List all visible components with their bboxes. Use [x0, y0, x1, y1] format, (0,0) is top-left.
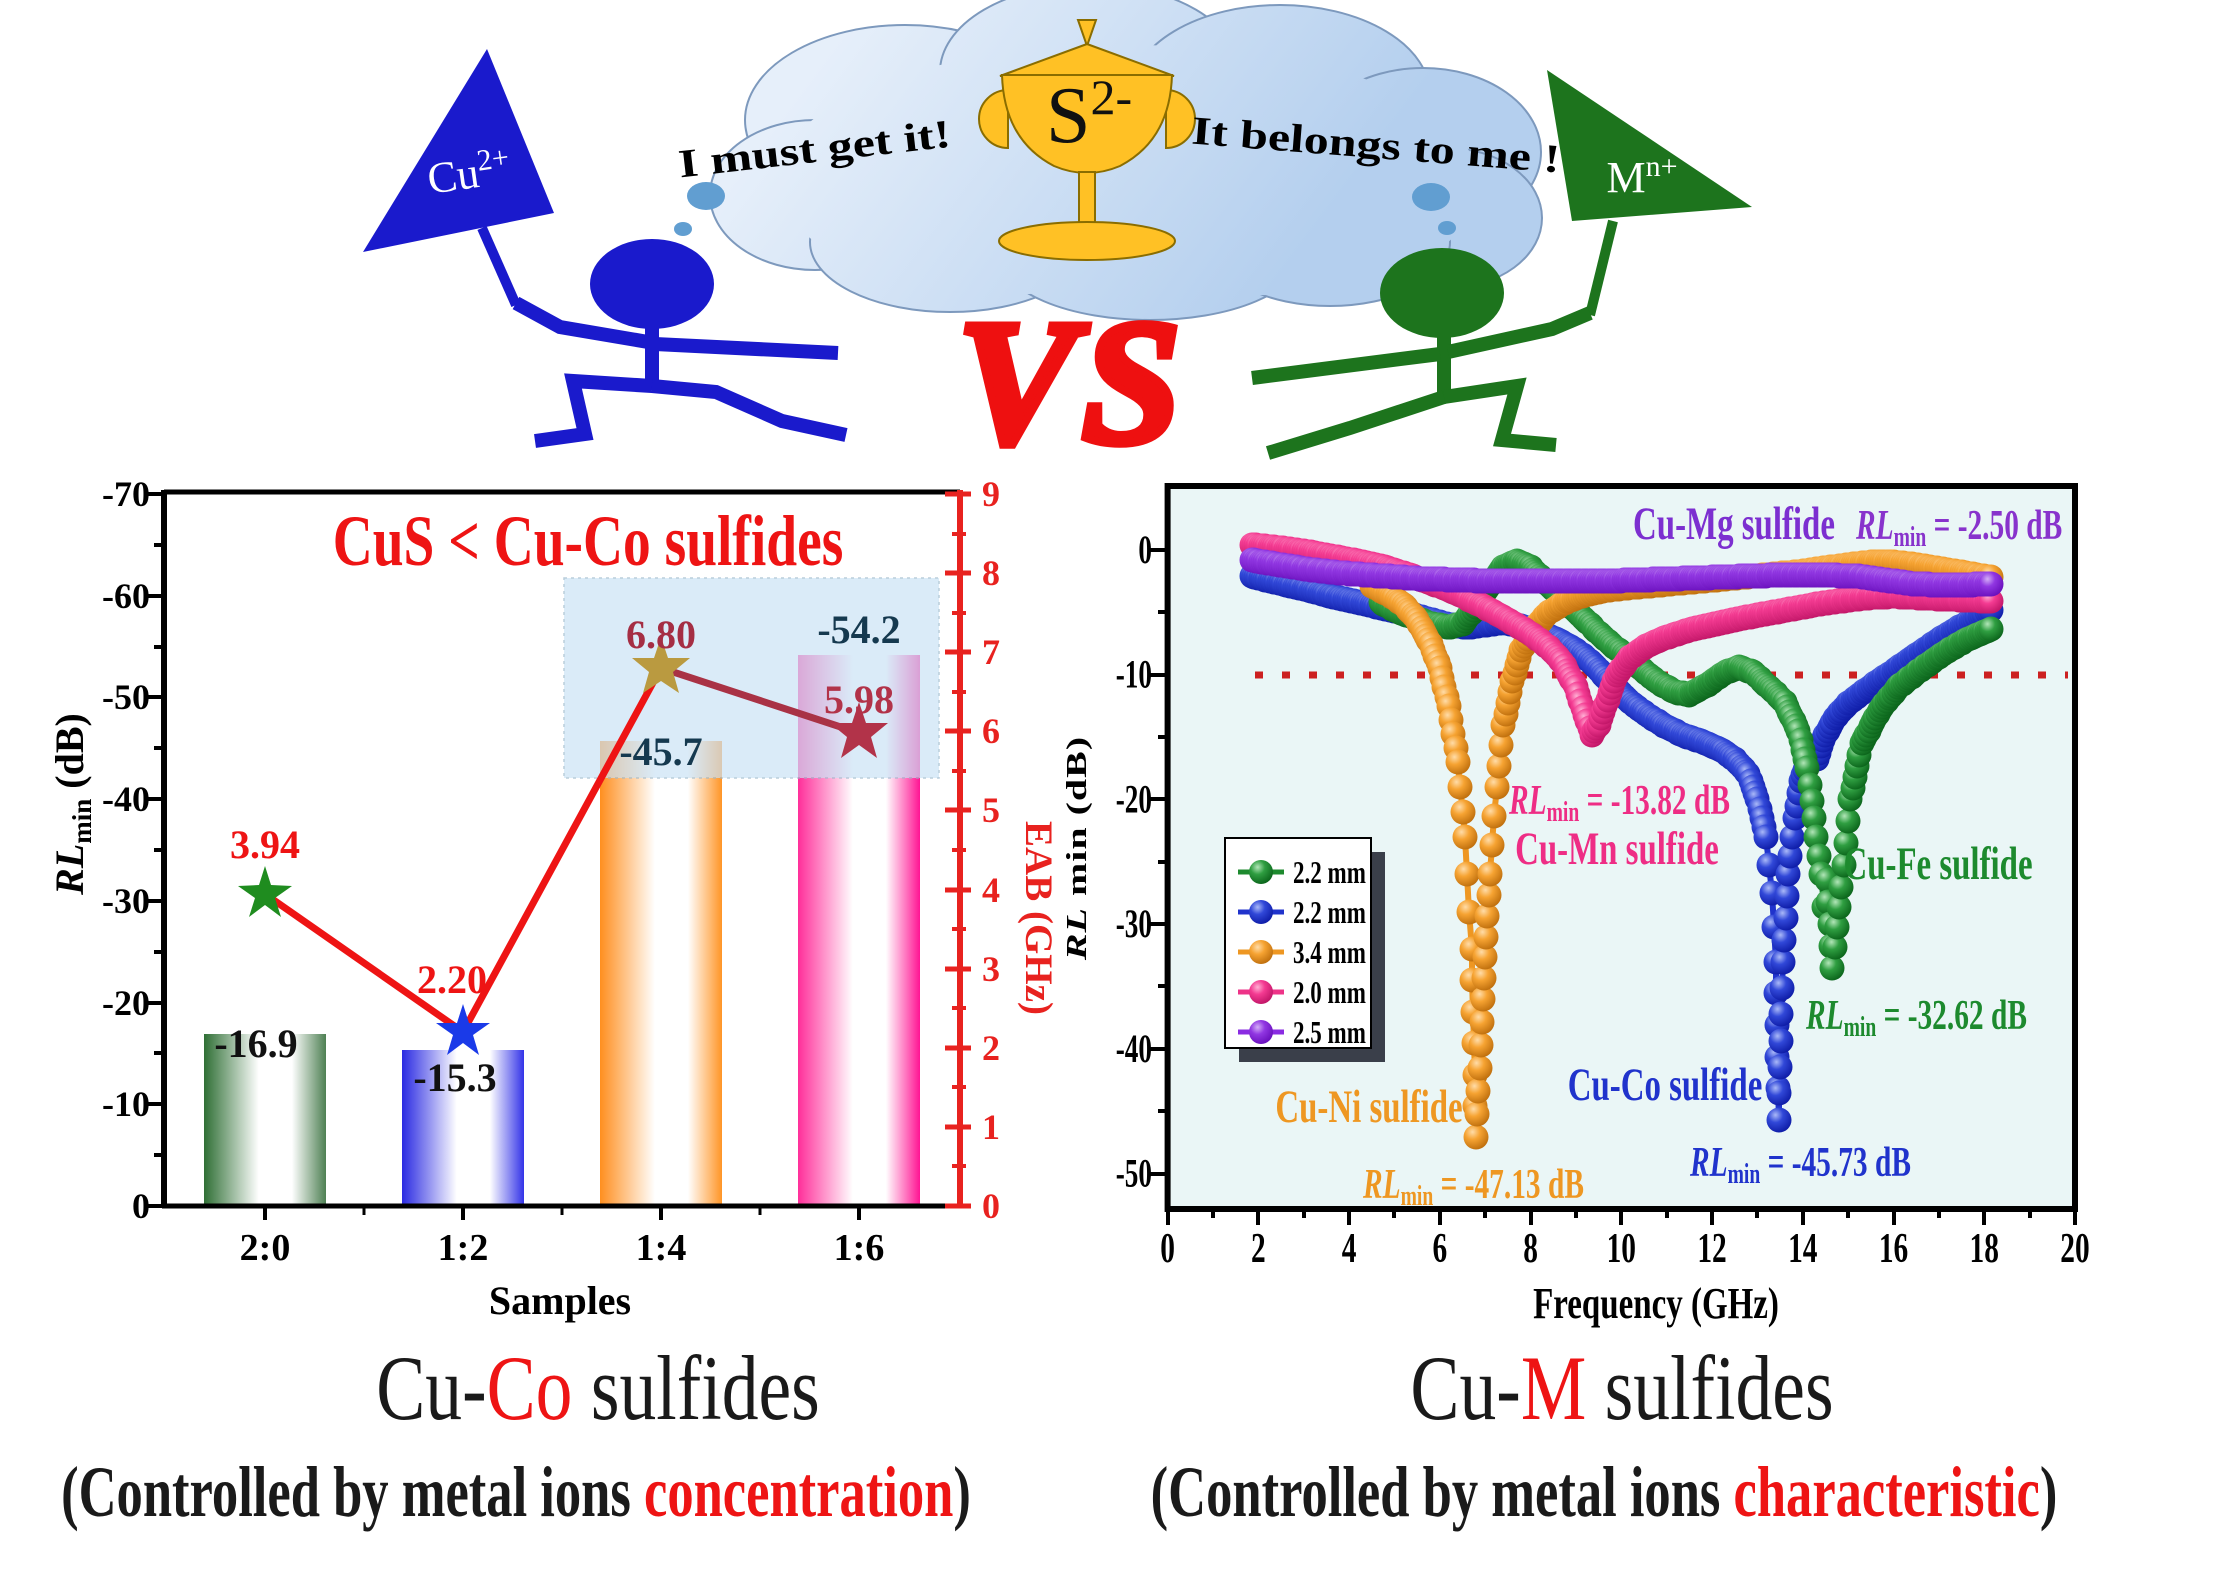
svg-text:1:2: 1:2	[438, 1227, 489, 1269]
svg-text:4: 4	[1342, 1225, 1357, 1271]
svg-text:1: 1	[982, 1107, 1000, 1147]
svg-text:RLmin = -32.62 dB: RLmin = -32.62 dB	[1805, 992, 2027, 1043]
svg-text:Frequency (GHz): Frequency (GHz)	[1533, 1280, 1779, 1329]
svg-text:Cu-Co sulfide: Cu-Co sulfide	[1568, 1058, 1763, 1110]
svg-text:RLmin = -47.13 dB: RLmin = -47.13 dB	[1362, 1161, 1584, 1212]
svg-text:RLmin (dB): RLmin (dB)	[47, 713, 97, 896]
svg-text:6: 6	[982, 711, 1000, 751]
svg-text:18: 18	[1970, 1225, 1999, 1271]
svg-text:6: 6	[1432, 1225, 1447, 1271]
svg-text:(Controlled by metal ions char: (Controlled by metal ions characteristic…	[1151, 1452, 2058, 1532]
svg-text:-10: -10	[102, 1084, 150, 1124]
svg-text:3: 3	[982, 949, 1000, 989]
svg-text:VS: VS	[957, 283, 1187, 481]
svg-text:2:0: 2:0	[240, 1227, 291, 1269]
svg-text:-70: -70	[102, 474, 150, 514]
svg-text:-30: -30	[1116, 903, 1152, 946]
svg-text:2.20: 2.20	[417, 957, 487, 1002]
svg-text:-10: -10	[1116, 654, 1152, 697]
svg-text:-50: -50	[102, 677, 150, 717]
svg-text:Samples: Samples	[489, 1278, 631, 1323]
svg-text:16: 16	[1879, 1225, 1908, 1271]
svg-text:0: 0	[1138, 529, 1152, 572]
svg-text:EAB (GHz): EAB (GHz)	[1017, 821, 1060, 1015]
svg-text:20: 20	[2060, 1225, 2089, 1271]
svg-text:10: 10	[1607, 1225, 1636, 1271]
svg-text:3.94: 3.94	[230, 822, 300, 867]
svg-text:Cu-Mg sulfide: Cu-Mg sulfide	[1633, 497, 1835, 549]
svg-text:-40: -40	[1116, 1028, 1152, 1071]
svg-text:14: 14	[1788, 1225, 1817, 1271]
svg-text:-30: -30	[102, 881, 150, 921]
svg-text:1:4: 1:4	[636, 1227, 687, 1269]
svg-text:6.80: 6.80	[626, 612, 696, 657]
svg-text:Cu-Fe sulfide: Cu-Fe sulfide	[1843, 837, 2032, 889]
svg-text:5.98: 5.98	[824, 677, 894, 722]
svg-text:7: 7	[982, 632, 1000, 672]
svg-text:1:6: 1:6	[834, 1227, 885, 1269]
svg-text:RLmin = -45.73 dB: RLmin = -45.73 dB	[1689, 1139, 1911, 1190]
svg-text:RLmin = -2.50 dB: RLmin = -2.50 dB	[1855, 502, 2062, 553]
svg-text:2: 2	[982, 1028, 1000, 1068]
svg-text:9: 9	[982, 474, 1000, 514]
svg-text:0: 0	[982, 1186, 1000, 1226]
svg-text:S2-: S2-	[1046, 69, 1132, 160]
svg-text:-15.3: -15.3	[413, 1055, 496, 1100]
svg-text:3.4 mm: 3.4 mm	[1293, 935, 1366, 971]
svg-text:RLmin = -13.82 dB: RLmin = -13.82 dB	[1508, 777, 1730, 828]
svg-text:Cu-Mn sulfide: Cu-Mn sulfide	[1515, 822, 1719, 874]
svg-text:RL min (dB): RL min (dB)	[1060, 736, 1092, 961]
svg-text:-50: -50	[1116, 1153, 1152, 1196]
svg-text:Cu-Co sulfides: Cu-Co sulfides	[376, 1338, 820, 1440]
svg-text:5: 5	[982, 790, 1000, 830]
svg-text:Cu-Ni sulfide: Cu-Ni sulfide	[1275, 1080, 1462, 1132]
svg-text:2: 2	[1251, 1225, 1266, 1271]
svg-text:Cu-M sulfides: Cu-M sulfides	[1410, 1338, 1833, 1440]
svg-text:12: 12	[1697, 1225, 1726, 1271]
svg-text:(Controlled by metal ions conc: (Controlled by metal ions concentration)	[61, 1452, 971, 1532]
svg-text:-45.7: -45.7	[619, 729, 702, 774]
svg-text:8: 8	[982, 553, 1000, 593]
svg-text:2.2 mm: 2.2 mm	[1293, 895, 1366, 931]
svg-text:4: 4	[982, 870, 1000, 910]
svg-text:-20: -20	[1116, 778, 1152, 821]
svg-text:-60: -60	[102, 576, 150, 616]
svg-text:2.2 mm: 2.2 mm	[1293, 855, 1366, 891]
svg-text:2.0 mm: 2.0 mm	[1293, 975, 1366, 1011]
svg-text:CuS < Cu-Co sulfides: CuS < Cu-Co sulfides	[333, 501, 844, 581]
svg-text:-16.9: -16.9	[214, 1021, 297, 1066]
svg-text:2.5 mm: 2.5 mm	[1293, 1015, 1366, 1051]
svg-text:-20: -20	[102, 983, 150, 1023]
svg-text:8: 8	[1523, 1225, 1538, 1271]
svg-text:0: 0	[132, 1186, 150, 1226]
svg-text:-54.2: -54.2	[817, 607, 900, 652]
svg-text:-40: -40	[102, 779, 150, 819]
svg-text:0: 0	[1160, 1225, 1175, 1271]
